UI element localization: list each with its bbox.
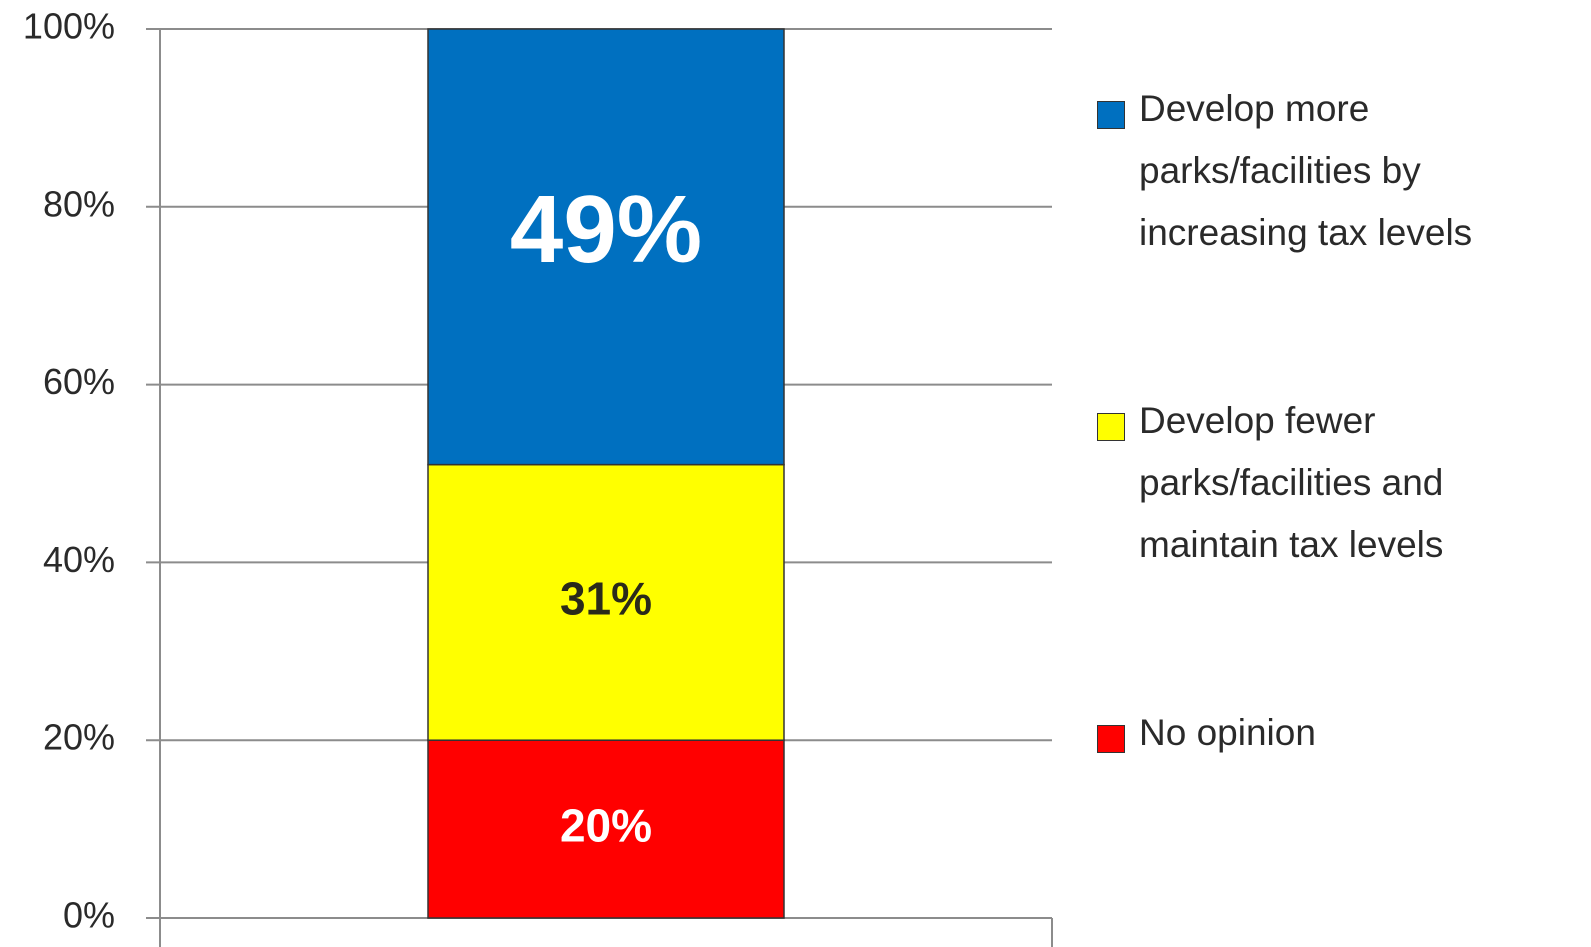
legend-item: Develop more parks/facilities by increas… [1097, 88, 1587, 264]
data-label: 31% [560, 573, 652, 625]
legend-swatch [1097, 101, 1125, 129]
legend-label: Develop more parks/facilities by increas… [1139, 88, 1473, 253]
data-label: 20% [560, 799, 652, 851]
legend-item: Develop fewer parks/facilities and maint… [1097, 400, 1587, 576]
bar-segment [427, 463, 785, 741]
legend-item: No opinion [1097, 712, 1587, 764]
legend-label: No opinion [1139, 712, 1316, 753]
y-tick-label: 100% [23, 6, 115, 47]
y-tick-label: 40% [43, 539, 115, 580]
legend-swatch [1097, 725, 1125, 753]
y-tick-label: 80% [43, 183, 115, 224]
y-tick-label: 0% [63, 895, 115, 936]
data-label: 49% [510, 176, 702, 283]
y-tick-label: 60% [43, 361, 115, 402]
legend-label: Develop fewer parks/facilities and maint… [1139, 400, 1444, 565]
legend-swatch [1097, 413, 1125, 441]
y-tick-label: 20% [43, 717, 115, 758]
bar-segment [427, 28, 785, 466]
bar-segment [427, 739, 785, 919]
